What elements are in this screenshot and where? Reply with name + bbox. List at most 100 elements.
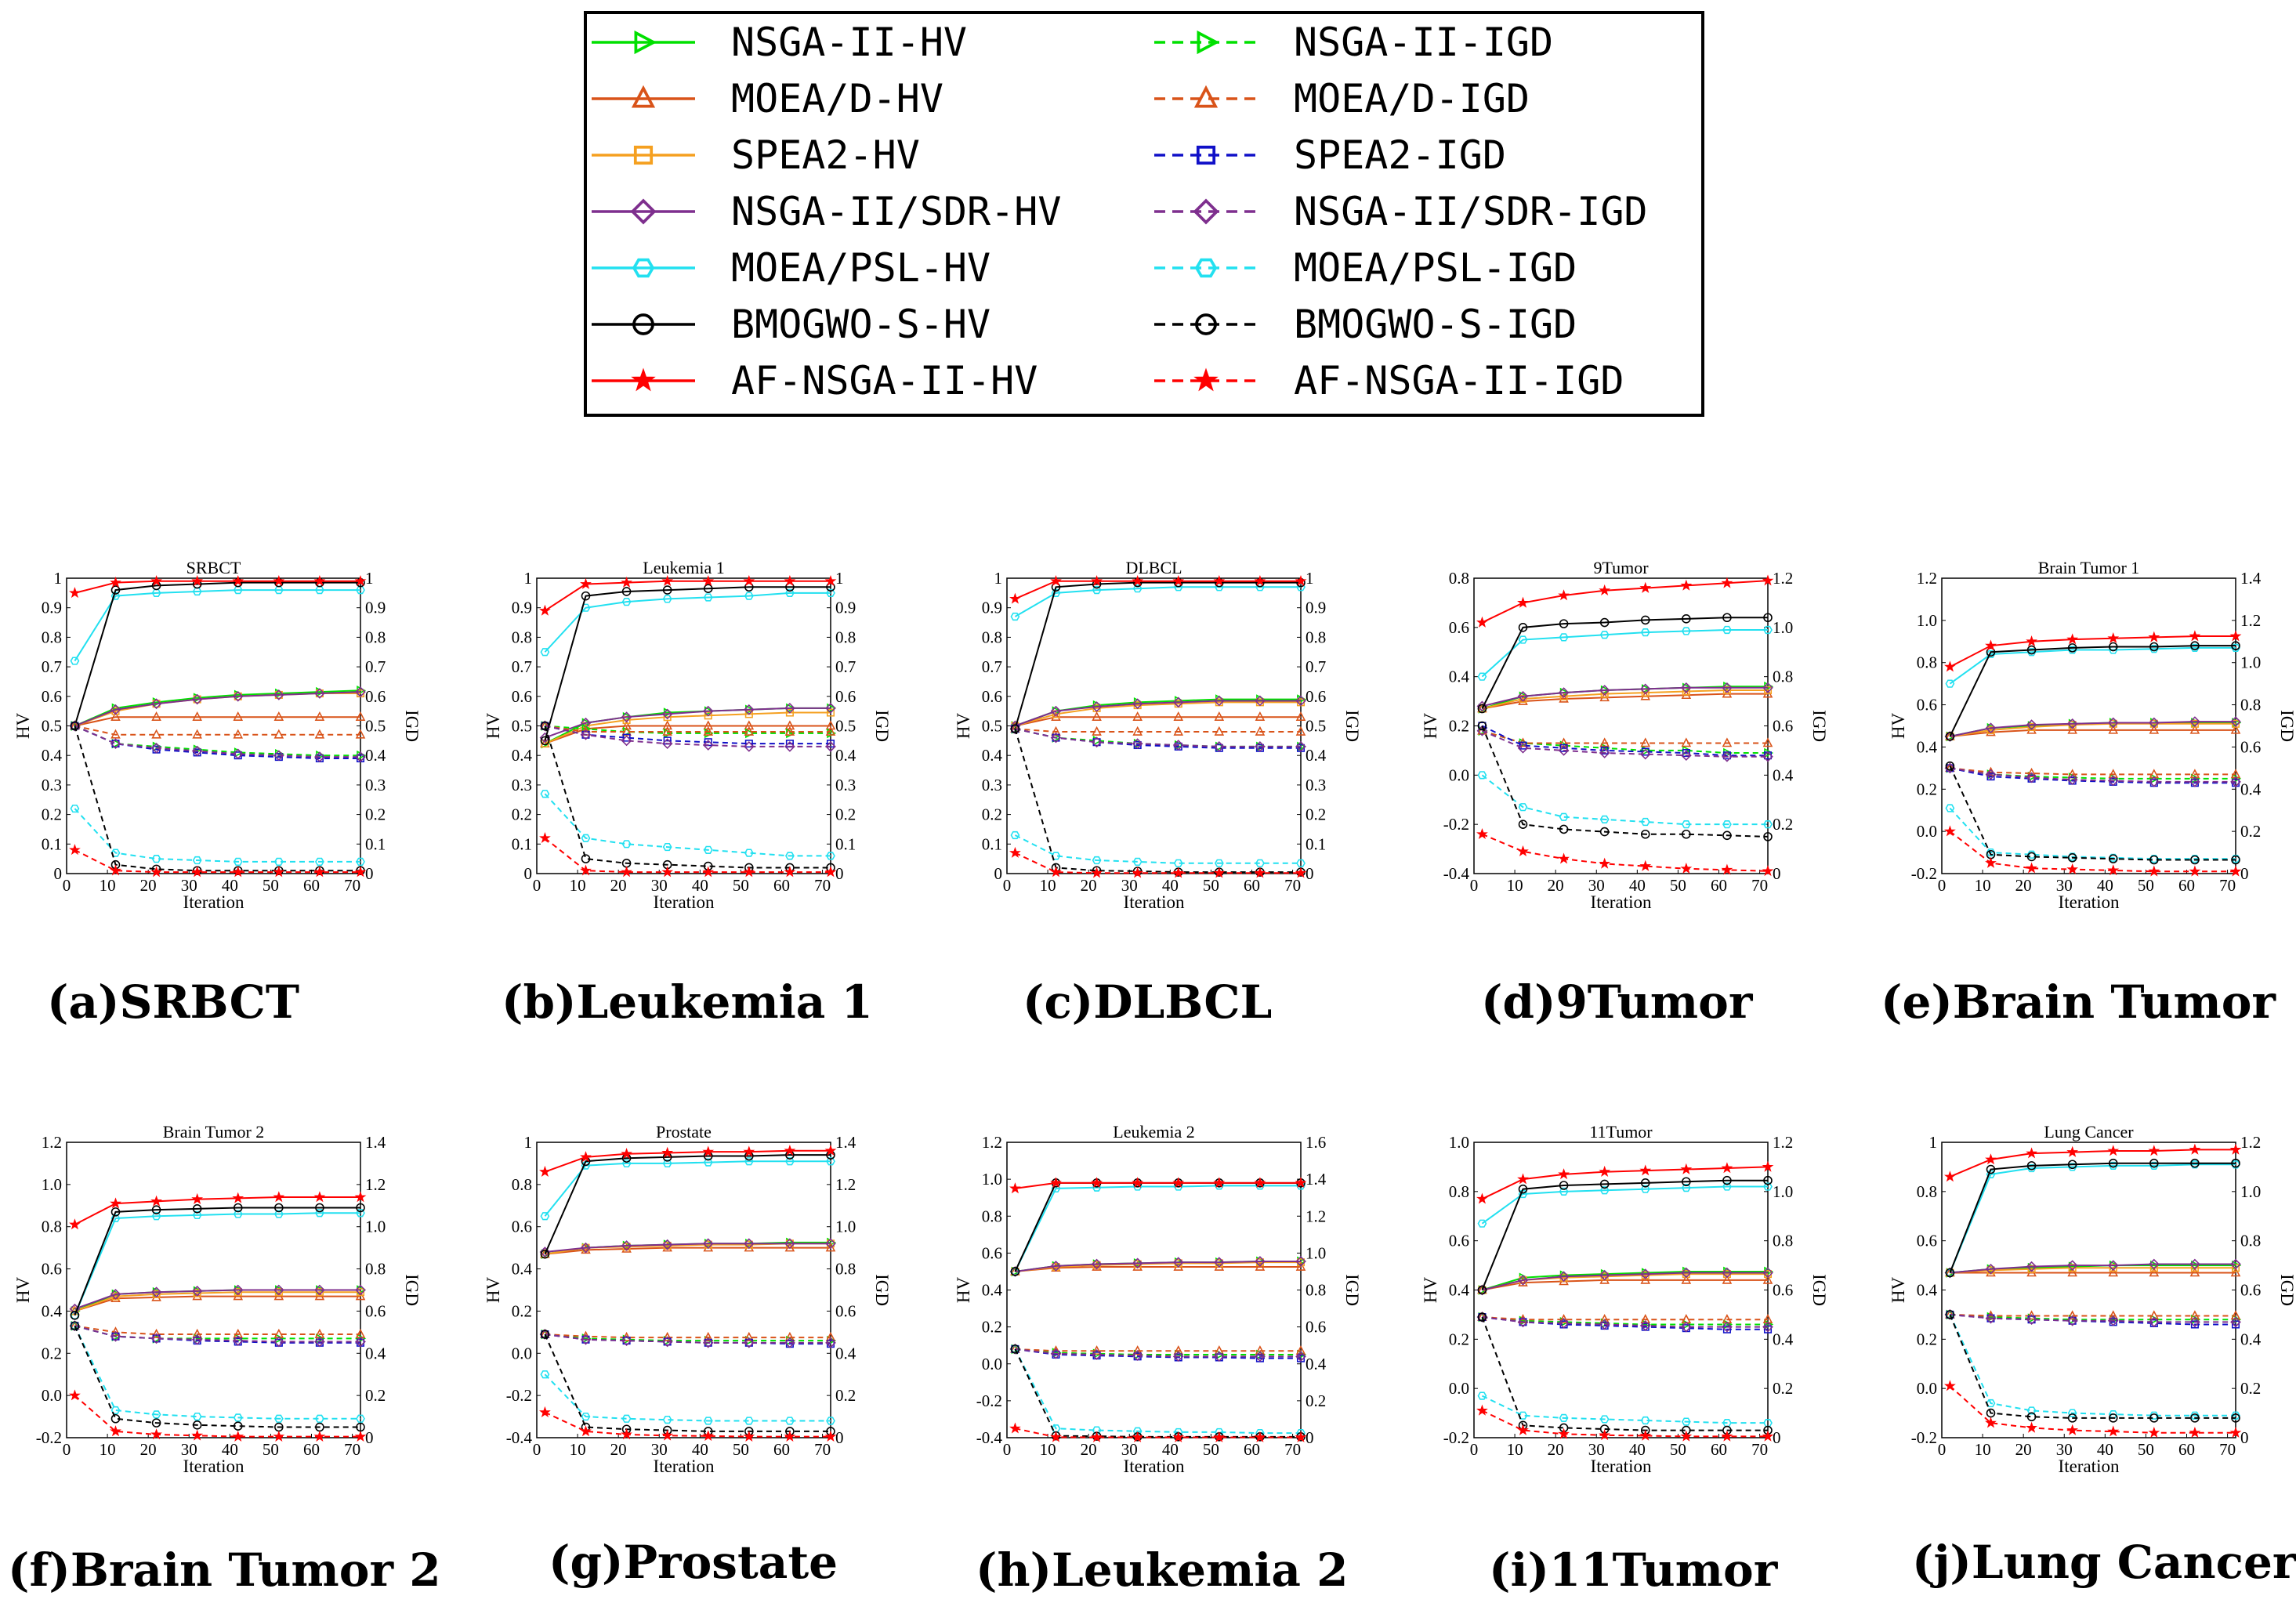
x-tick-label: 60 xyxy=(1244,876,1260,895)
series-nsga-ii-sdr-igd xyxy=(1009,1344,1306,1362)
y2-tick-label: 0.8 xyxy=(2240,1232,2261,1250)
data-point xyxy=(1213,1351,1225,1362)
data-point xyxy=(2229,1143,2242,1155)
data-point xyxy=(826,708,835,717)
legend-item-nsga-ii-sdr-hv: NSGA-II/SDR-HV xyxy=(588,188,1061,235)
y-tick-label: 0.3 xyxy=(42,776,62,794)
data-point xyxy=(1518,820,1528,829)
data-point xyxy=(743,704,755,715)
data-point xyxy=(2026,635,2037,647)
y2-tick-label: 1.4 xyxy=(365,1133,386,1152)
data-point xyxy=(1172,574,1185,587)
y2-tick-label: 0.4 xyxy=(835,1344,856,1362)
data-point xyxy=(2230,716,2241,727)
data-point xyxy=(785,708,794,717)
data-point xyxy=(1172,1431,1185,1442)
data-point xyxy=(784,1144,796,1156)
data-point xyxy=(69,1218,81,1230)
data-point xyxy=(2189,1143,2201,1155)
data-point xyxy=(314,751,325,762)
data-point xyxy=(2190,641,2200,650)
series-line xyxy=(1949,635,2236,668)
data-point xyxy=(232,1192,244,1203)
data-point xyxy=(150,1428,162,1440)
data-point xyxy=(661,708,673,720)
y2-tick-label: 0 xyxy=(1306,1428,1314,1447)
data-point xyxy=(1681,737,1692,747)
series-af-nsga-ii-igd xyxy=(1476,1404,1774,1442)
y-tick-label: 0.6 xyxy=(1449,618,1469,637)
series-line xyxy=(1482,1279,1768,1291)
data-point xyxy=(2108,1161,2118,1170)
data-point xyxy=(824,1144,837,1156)
chart-panel: Brain Tumor 1 0 10 20 30 40 50 60 70 -0.2 0.0 0.2 0.… xyxy=(1883,541,2296,912)
series-moea-psl-hv xyxy=(70,585,365,665)
data-point xyxy=(2068,1264,2077,1272)
data-point xyxy=(1640,737,1651,747)
data-point xyxy=(2107,864,2120,876)
chart-caption: (c)DLBCL xyxy=(1023,975,1273,1029)
x-tick-label: 50 xyxy=(263,1440,279,1459)
triangle-up-marker-icon xyxy=(1193,85,1219,108)
data-point xyxy=(2189,1426,2201,1438)
series-bmogwo-s-hv xyxy=(1010,577,1306,734)
data-point xyxy=(1640,1178,1650,1188)
x-tick-label: 60 xyxy=(303,1440,320,1459)
data-point xyxy=(2026,1261,2037,1272)
data-point xyxy=(1009,592,1021,604)
data-point xyxy=(1295,695,1306,707)
series-line xyxy=(544,586,831,741)
data-point xyxy=(1254,1177,1266,1189)
data-point xyxy=(1559,1413,1569,1422)
data-point xyxy=(110,1406,121,1415)
data-point xyxy=(662,726,672,736)
y2-tick-label: 0.8 xyxy=(1773,668,1793,686)
series-line xyxy=(1015,728,1301,747)
data-point xyxy=(274,1203,284,1213)
data-point xyxy=(150,742,162,754)
data-point xyxy=(2066,774,2078,786)
y2-tick-label: 0.4 xyxy=(1773,765,1794,784)
data-point xyxy=(1050,1177,1062,1189)
y2-tick-label: 0.7 xyxy=(365,657,386,676)
data-point xyxy=(273,857,284,867)
series-line xyxy=(1949,807,2236,860)
data-point xyxy=(662,842,672,852)
x-tick-label: 10 xyxy=(100,876,116,895)
data-point xyxy=(2109,1264,2117,1272)
data-point xyxy=(2027,722,2036,731)
data-point xyxy=(621,598,632,606)
x-tick-label: 70 xyxy=(344,876,360,895)
data-point xyxy=(191,1429,204,1441)
legend-label: MOEA/D-IGD xyxy=(1294,76,1530,121)
data-point xyxy=(1763,1325,1773,1333)
diamond-marker-icon xyxy=(1154,198,1258,225)
data-point xyxy=(69,844,81,856)
y-tick-label: 0.0 xyxy=(1917,822,1937,841)
data-point xyxy=(580,1242,592,1254)
x-tick-label: 0 xyxy=(1003,876,1012,895)
x-tick-label: 60 xyxy=(773,876,790,895)
series-line xyxy=(1482,1316,1768,1321)
data-point xyxy=(1600,746,1609,754)
chart-panel: Leukemia 1 0 10 20 30 40 50 60 70 0 0.1 0.2 0.3 0.4 0.… xyxy=(478,541,892,912)
chart-caption: (b)Leukemia 1 xyxy=(502,975,873,1029)
y2-tick-label: 0.4 xyxy=(835,746,856,765)
data-point xyxy=(825,1337,836,1348)
data-point xyxy=(703,726,714,736)
data-point xyxy=(2229,1426,2242,1438)
data-point xyxy=(2026,719,2037,731)
data-point xyxy=(110,738,121,749)
data-point xyxy=(539,1406,551,1417)
data-point xyxy=(70,1311,80,1320)
data-point xyxy=(2190,1320,2199,1329)
series-moea-psl-hv xyxy=(1945,643,2240,688)
series-line xyxy=(1949,1162,2236,1273)
x-tick-label: 40 xyxy=(222,1440,238,1459)
circle-marker-icon xyxy=(1195,313,1217,335)
data-point xyxy=(314,1336,325,1348)
y-tick-label: -0.2 xyxy=(976,1391,1002,1410)
x-tick-label: 10 xyxy=(1975,1440,1991,1459)
y2-tick-label: 0.4 xyxy=(2240,1330,2262,1348)
y-tick-label: -0.2 xyxy=(1443,1428,1469,1447)
